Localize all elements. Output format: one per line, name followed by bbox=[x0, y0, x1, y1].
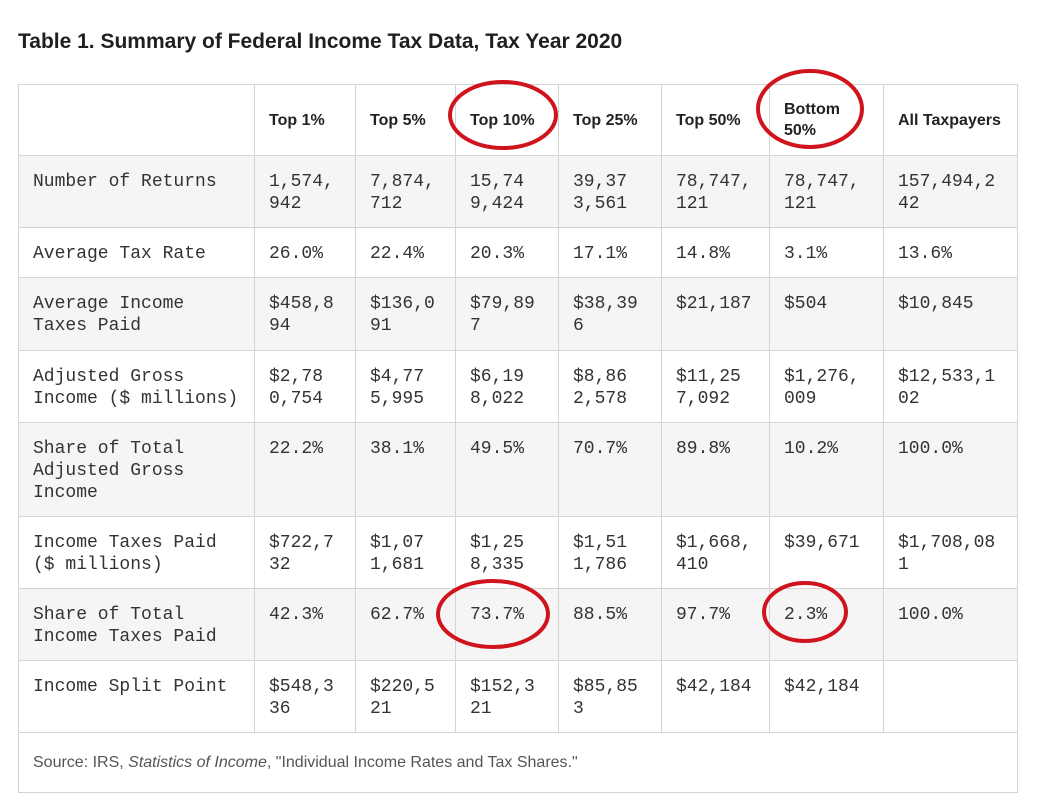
table-cell: 1,574,942 bbox=[254, 155, 356, 228]
table-cell: $38,396 bbox=[558, 277, 662, 351]
source-publication: Statistics of Income bbox=[128, 754, 267, 771]
table-cell: 100.0% bbox=[883, 588, 1018, 661]
table-cell: $1,276,009 bbox=[769, 350, 884, 423]
table-cell: 62.7% bbox=[355, 588, 456, 661]
column-header: Top 1% bbox=[254, 84, 356, 156]
source-suffix: , "Individual Income Rates and Tax Share… bbox=[266, 754, 578, 771]
table-cell: 2.3% bbox=[769, 588, 884, 661]
row-label: Income Split Point bbox=[18, 660, 255, 733]
header-corner bbox=[18, 84, 255, 156]
column-header: Bottom 50% bbox=[769, 84, 884, 156]
table-cell: $11,257,092 bbox=[661, 350, 770, 423]
table-cell: $39,671 bbox=[769, 516, 884, 589]
table-cell: 89.8% bbox=[661, 422, 770, 517]
table-cell: $136,091 bbox=[355, 277, 456, 351]
table-cell: $8,862,578 bbox=[558, 350, 662, 423]
table-cell: $1,708,081 bbox=[883, 516, 1018, 589]
source-row: Source: IRS, Statistics of Income, "Indi… bbox=[18, 732, 1018, 793]
column-header: Top 50% bbox=[661, 84, 770, 156]
table-cell: $504 bbox=[769, 277, 884, 351]
row-label: Share of Total Adjusted Gross Income bbox=[18, 422, 255, 517]
table-cell: 22.4% bbox=[355, 227, 456, 278]
table-cell: 26.0% bbox=[254, 227, 356, 278]
column-header: Top 25% bbox=[558, 84, 662, 156]
table-cell: $42,184 bbox=[661, 660, 770, 733]
table-cell: 13.6% bbox=[883, 227, 1018, 278]
source-note: Source: IRS, Statistics of Income, "Indi… bbox=[18, 732, 1018, 793]
table-cell: 15,749,424 bbox=[455, 155, 559, 228]
column-header: All Taxpayers bbox=[883, 84, 1018, 156]
table-row: Average Tax Rate 26.0% 22.4% 20.3% 17.1% 14.8… bbox=[18, 227, 1018, 278]
table-cell: 97.7% bbox=[661, 588, 770, 661]
table-cell: $12,533,102 bbox=[883, 350, 1018, 423]
table-cell: $1,071,681 bbox=[355, 516, 456, 589]
table-cell: 17.1% bbox=[558, 227, 662, 278]
source-prefix: Source: IRS, bbox=[33, 754, 129, 771]
table-cell: $10,845 bbox=[883, 277, 1018, 351]
table-cell: 10.2% bbox=[769, 422, 884, 517]
table-cell: 70.7% bbox=[558, 422, 662, 517]
table-row: Share of Total Adjusted Gross Income 22.2… bbox=[18, 422, 1018, 517]
table-cell: $6,198,022 bbox=[455, 350, 559, 423]
table-cell: 39,373,561 bbox=[558, 155, 662, 228]
table-cell: 78,747,121 bbox=[661, 155, 770, 228]
table-cell: $722,732 bbox=[254, 516, 356, 589]
table-cell: $85,853 bbox=[558, 660, 662, 733]
table-cell: $21,187 bbox=[661, 277, 770, 351]
table-cell: 100.0% bbox=[883, 422, 1018, 517]
table-cell: 49.5% bbox=[455, 422, 559, 517]
tax-data-table: Top 1% Top 5% Top 10% Top 25% Top 50% Bottom … bbox=[18, 84, 1018, 793]
table-cell: $4,775,995 bbox=[355, 350, 456, 423]
table-cell: $220,521 bbox=[355, 660, 456, 733]
table-row: Number of Returns 1,574,942 7,874,712 15,74… bbox=[18, 155, 1018, 228]
table-cell: $152,321 bbox=[455, 660, 559, 733]
table-cell: 88.5% bbox=[558, 588, 662, 661]
table-cell: 38.1% bbox=[355, 422, 456, 517]
table-row: Average Income Taxes Paid $458,894 $136,09… bbox=[18, 277, 1018, 351]
table-cell: 157,494,242 bbox=[883, 155, 1018, 228]
table-cell: 3.1% bbox=[769, 227, 884, 278]
table-cell: 20.3% bbox=[455, 227, 559, 278]
table-cell: 73.7% bbox=[455, 588, 559, 661]
table-cell: $458,894 bbox=[254, 277, 356, 351]
table-cell: $548,336 bbox=[254, 660, 356, 733]
row-label: Income Taxes Paid ($ millions) bbox=[18, 516, 255, 589]
row-label: Adjusted Gross Income ($ millions) bbox=[18, 350, 255, 423]
table-cell: $1,668,410 bbox=[661, 516, 770, 589]
table-cell: $79,897 bbox=[455, 277, 559, 351]
table-cell bbox=[883, 660, 1018, 733]
table-cell: 7,874,712 bbox=[355, 155, 456, 228]
table-row: Income Taxes Paid ($ millions) $722,732 $1… bbox=[18, 516, 1018, 589]
table-cell: $2,780,754 bbox=[254, 350, 356, 423]
table-cell: $1,511,786 bbox=[558, 516, 662, 589]
table-cell: $1,258,335 bbox=[455, 516, 559, 589]
table-row: Share of Total Income Taxes Paid 42.3% 62.… bbox=[18, 588, 1018, 661]
table-cell: $42,184 bbox=[769, 660, 884, 733]
table-cell: 22.2% bbox=[254, 422, 356, 517]
column-header: Top 5% bbox=[355, 84, 456, 156]
row-label: Share of Total Income Taxes Paid bbox=[18, 588, 255, 661]
row-label: Average Tax Rate bbox=[18, 227, 255, 278]
table-row: Adjusted Gross Income ($ millions) $2,780… bbox=[18, 350, 1018, 423]
table-cell: 14.8% bbox=[661, 227, 770, 278]
header-row: Top 1% Top 5% Top 10% Top 25% Top 50% Bottom … bbox=[18, 84, 1018, 156]
table-cell: 42.3% bbox=[254, 588, 356, 661]
row-label: Number of Returns bbox=[18, 155, 255, 228]
table-row: Income Split Point $548,336 $220,521 $152,3… bbox=[18, 660, 1018, 733]
table-title: Table 1. Summary of Federal Income Tax D… bbox=[18, 30, 623, 53]
row-label: Average Income Taxes Paid bbox=[18, 277, 255, 351]
table-cell: 78,747,121 bbox=[769, 155, 884, 228]
column-header: Top 10% bbox=[455, 84, 559, 156]
